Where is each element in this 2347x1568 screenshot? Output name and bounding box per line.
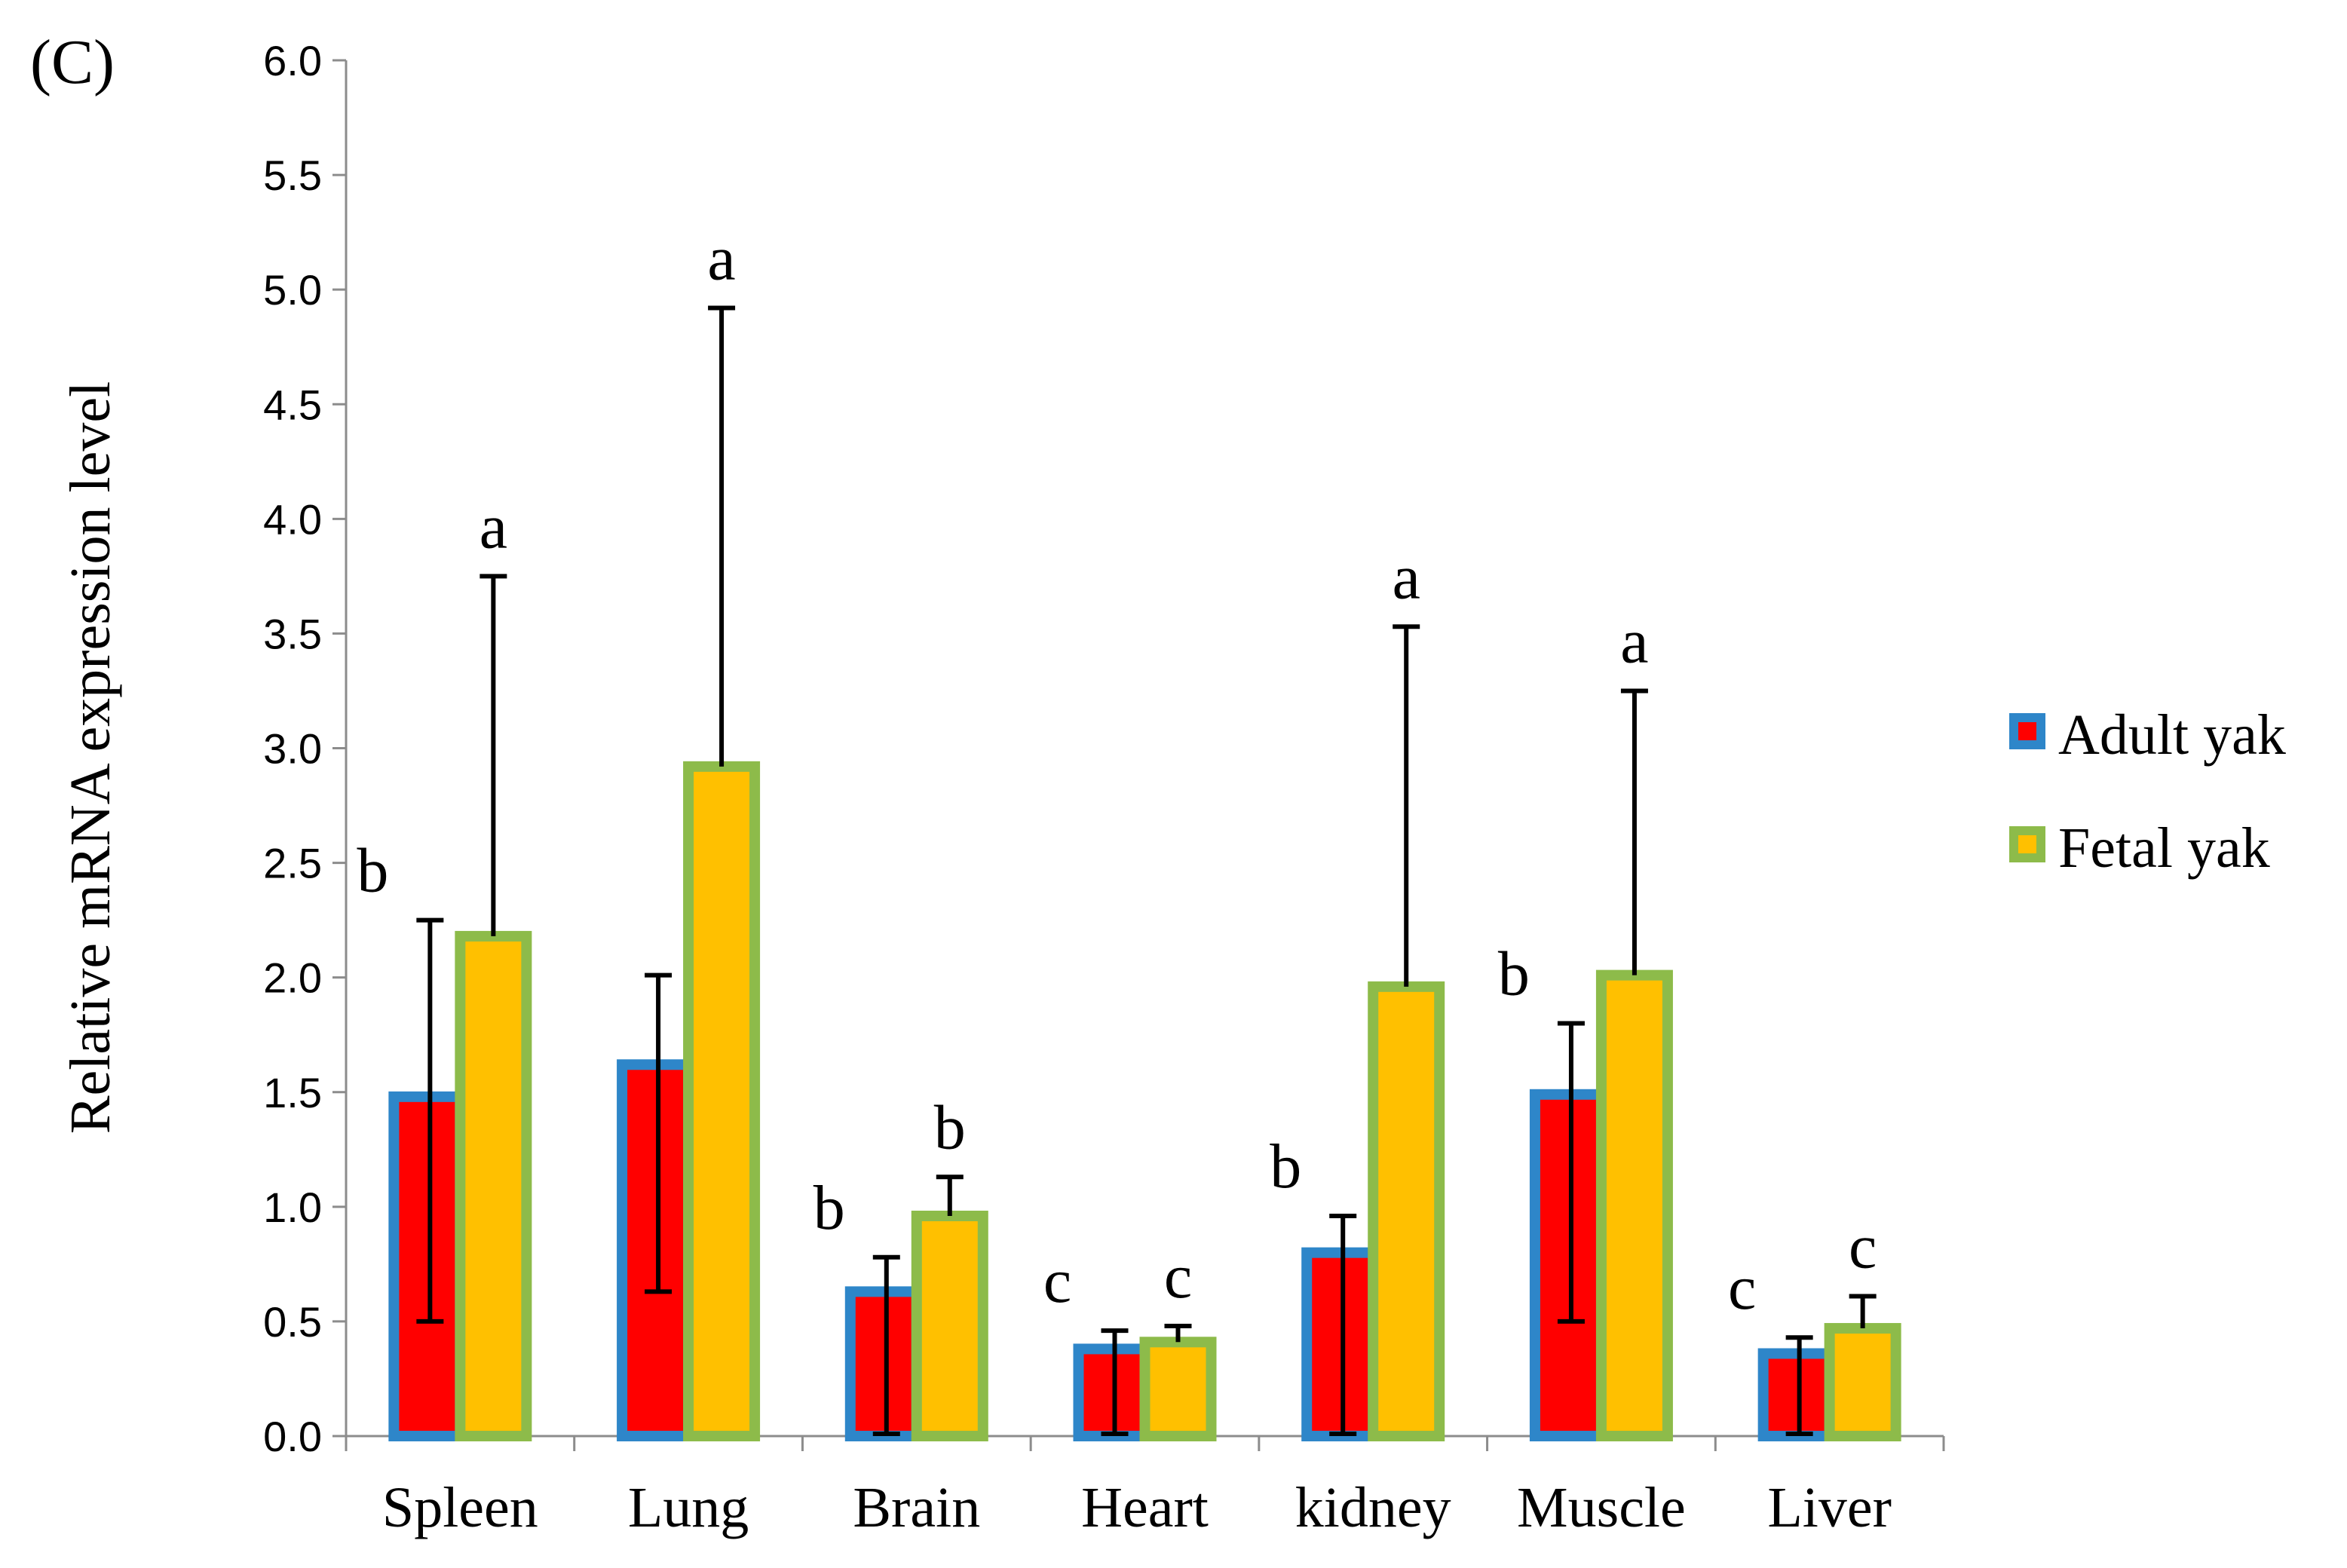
significance-label-adult-yak: b	[813, 1173, 845, 1243]
y-axis-title: Relative mRNA expression level	[59, 381, 122, 1134]
x-category-label: Spleen	[382, 1476, 538, 1539]
significance-labels-group: b a a b b c c b a b a c c	[357, 224, 1877, 1324]
x-category-label: Heart	[1081, 1476, 1209, 1539]
legend-label-fetal-yak: Fetal yak	[2058, 816, 2270, 880]
panel-label: (C)	[30, 27, 115, 97]
y-tick-label: 4.5	[263, 381, 322, 428]
significance-label-adult-yak: b	[1270, 1132, 1301, 1202]
bar-fetal-yak	[911, 1211, 988, 1441]
significance-label-fetal-yak: a	[707, 224, 735, 294]
error-bars-group	[416, 305, 1877, 1436]
y-tick-label: 3.5	[263, 610, 322, 657]
significance-label-adult-yak: b	[357, 836, 388, 906]
y-tick-label: 3.0	[263, 725, 322, 773]
x-category-label: Liver	[1767, 1476, 1892, 1539]
y-tick-label: 5.0	[263, 266, 322, 314]
x-category-label: kidney	[1295, 1476, 1451, 1539]
y-tick-label: 2.0	[263, 954, 322, 1002]
significance-label-fetal-yak: a	[1620, 606, 1648, 676]
y-tick-label: 1.0	[263, 1184, 322, 1231]
bar-adult-yak	[1073, 1343, 1151, 1441]
bar-fetal-yak	[1139, 1337, 1217, 1441]
bar-adult-yak	[617, 1059, 694, 1441]
y-tick-label: 6.0	[263, 37, 322, 84]
bar-fetal-yak	[1368, 981, 1445, 1442]
bar-fetal-yak	[1824, 1323, 1901, 1441]
significance-label-fetal-yak: c	[1849, 1211, 1877, 1282]
x-category-label: Brain	[853, 1476, 980, 1539]
legend-swatch-adult-yak	[2009, 713, 2045, 749]
x-category-label: Muscle	[1517, 1476, 1686, 1539]
bar-adult-yak	[1529, 1089, 1607, 1441]
y-tick-label: 4.0	[263, 495, 322, 543]
bar-adult-yak	[1301, 1247, 1379, 1441]
y-tick-label: 0.0	[263, 1413, 322, 1460]
bar-adult-yak	[1757, 1348, 1835, 1441]
y-tick-label: 2.5	[263, 840, 322, 887]
significance-label-fetal-yak: a	[480, 492, 507, 562]
legend-label-adult-yak: Adult yak	[2058, 703, 2286, 767]
bar-fetal-yak	[455, 930, 532, 1441]
significance-label-adult-yak: c	[1728, 1253, 1756, 1323]
y-axis: 0.0 0.5 1.0 1.5 2.0 2.5 3.0 3.5 4.0 4.5 5.0 5.5 6.0	[263, 37, 348, 1460]
y-tick-label: 0.5	[263, 1298, 322, 1346]
y-tick-label: 1.5	[263, 1069, 322, 1116]
bars-group	[388, 761, 1901, 1442]
significance-label-fetal-yak: a	[1393, 542, 1420, 612]
bar-fetal-yak	[1595, 969, 1673, 1441]
significance-label-adult-yak: b	[1498, 939, 1530, 1009]
significance-label-fetal-yak: b	[934, 1092, 966, 1162]
significance-label-adult-yak: c	[1043, 1246, 1071, 1316]
bar-adult-yak	[388, 1091, 466, 1442]
legend-swatch-fetal-yak	[2009, 826, 2045, 862]
x-axis: Spleen Lung Brain Heart kidney Muscle Liver	[345, 1435, 1945, 1539]
bar-adult-yak	[844, 1286, 922, 1441]
y-tick-label: 5.5	[263, 152, 322, 199]
bar-fetal-yak	[683, 761, 761, 1441]
significance-label-fetal-yak: c	[1164, 1242, 1192, 1312]
x-category-label: Lung	[628, 1476, 749, 1539]
legend: Adult yak Fetal yak	[2009, 703, 2286, 880]
